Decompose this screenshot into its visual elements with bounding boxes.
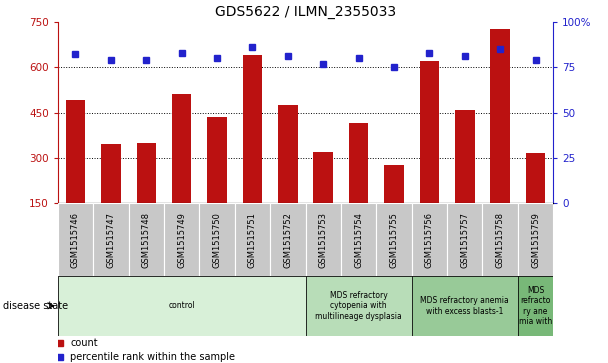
Bar xyxy=(420,61,439,203)
Bar xyxy=(314,152,333,203)
Text: GSM1515755: GSM1515755 xyxy=(390,212,398,268)
Text: MDS
refracto
ry ane
mia with: MDS refracto ry ane mia with xyxy=(519,286,552,326)
Bar xyxy=(101,144,120,203)
Bar xyxy=(93,203,128,276)
Bar xyxy=(66,101,85,203)
Text: GSM1515759: GSM1515759 xyxy=(531,212,540,268)
Text: GSM1515757: GSM1515757 xyxy=(460,212,469,268)
Text: percentile rank within the sample: percentile rank within the sample xyxy=(70,352,235,362)
Text: MDS refractory
cytopenia with
multilineage dysplasia: MDS refractory cytopenia with multilinea… xyxy=(315,291,402,321)
Bar xyxy=(172,94,192,203)
Bar xyxy=(491,29,510,203)
Text: MDS refractory anemia
with excess blasts-1: MDS refractory anemia with excess blasts… xyxy=(420,296,509,315)
Text: GSM1515748: GSM1515748 xyxy=(142,212,151,268)
Bar xyxy=(447,203,483,276)
Bar xyxy=(235,203,270,276)
Bar xyxy=(207,117,227,203)
Bar xyxy=(526,153,545,203)
Text: GSM1515751: GSM1515751 xyxy=(248,212,257,268)
Bar xyxy=(58,276,305,336)
Bar xyxy=(58,203,93,276)
Bar xyxy=(518,203,553,276)
Bar xyxy=(128,203,164,276)
Bar xyxy=(199,203,235,276)
Bar xyxy=(278,105,297,203)
Text: control: control xyxy=(168,301,195,310)
Bar xyxy=(412,276,518,336)
Bar xyxy=(455,110,474,203)
Bar xyxy=(270,203,305,276)
Title: GDS5622 / ILMN_2355033: GDS5622 / ILMN_2355033 xyxy=(215,5,396,19)
Bar xyxy=(137,143,156,203)
Text: count: count xyxy=(70,338,98,348)
Bar xyxy=(376,203,412,276)
Bar xyxy=(483,203,518,276)
Bar xyxy=(518,276,553,336)
Text: GSM1515746: GSM1515746 xyxy=(71,212,80,268)
Text: GSM1515754: GSM1515754 xyxy=(354,212,363,268)
Bar xyxy=(305,276,412,336)
Text: GSM1515749: GSM1515749 xyxy=(177,212,186,268)
Bar xyxy=(384,164,404,203)
Text: GSM1515752: GSM1515752 xyxy=(283,212,292,268)
Text: GSM1515747: GSM1515747 xyxy=(106,212,116,268)
Bar xyxy=(349,123,368,203)
Bar xyxy=(341,203,376,276)
Bar xyxy=(164,203,199,276)
Bar xyxy=(305,203,341,276)
Text: disease state: disease state xyxy=(3,301,68,311)
Bar xyxy=(412,203,447,276)
Text: GSM1515753: GSM1515753 xyxy=(319,212,328,268)
Bar xyxy=(243,55,262,203)
Text: GSM1515750: GSM1515750 xyxy=(213,212,221,268)
Text: GSM1515756: GSM1515756 xyxy=(425,212,434,268)
Text: GSM1515758: GSM1515758 xyxy=(496,212,505,268)
